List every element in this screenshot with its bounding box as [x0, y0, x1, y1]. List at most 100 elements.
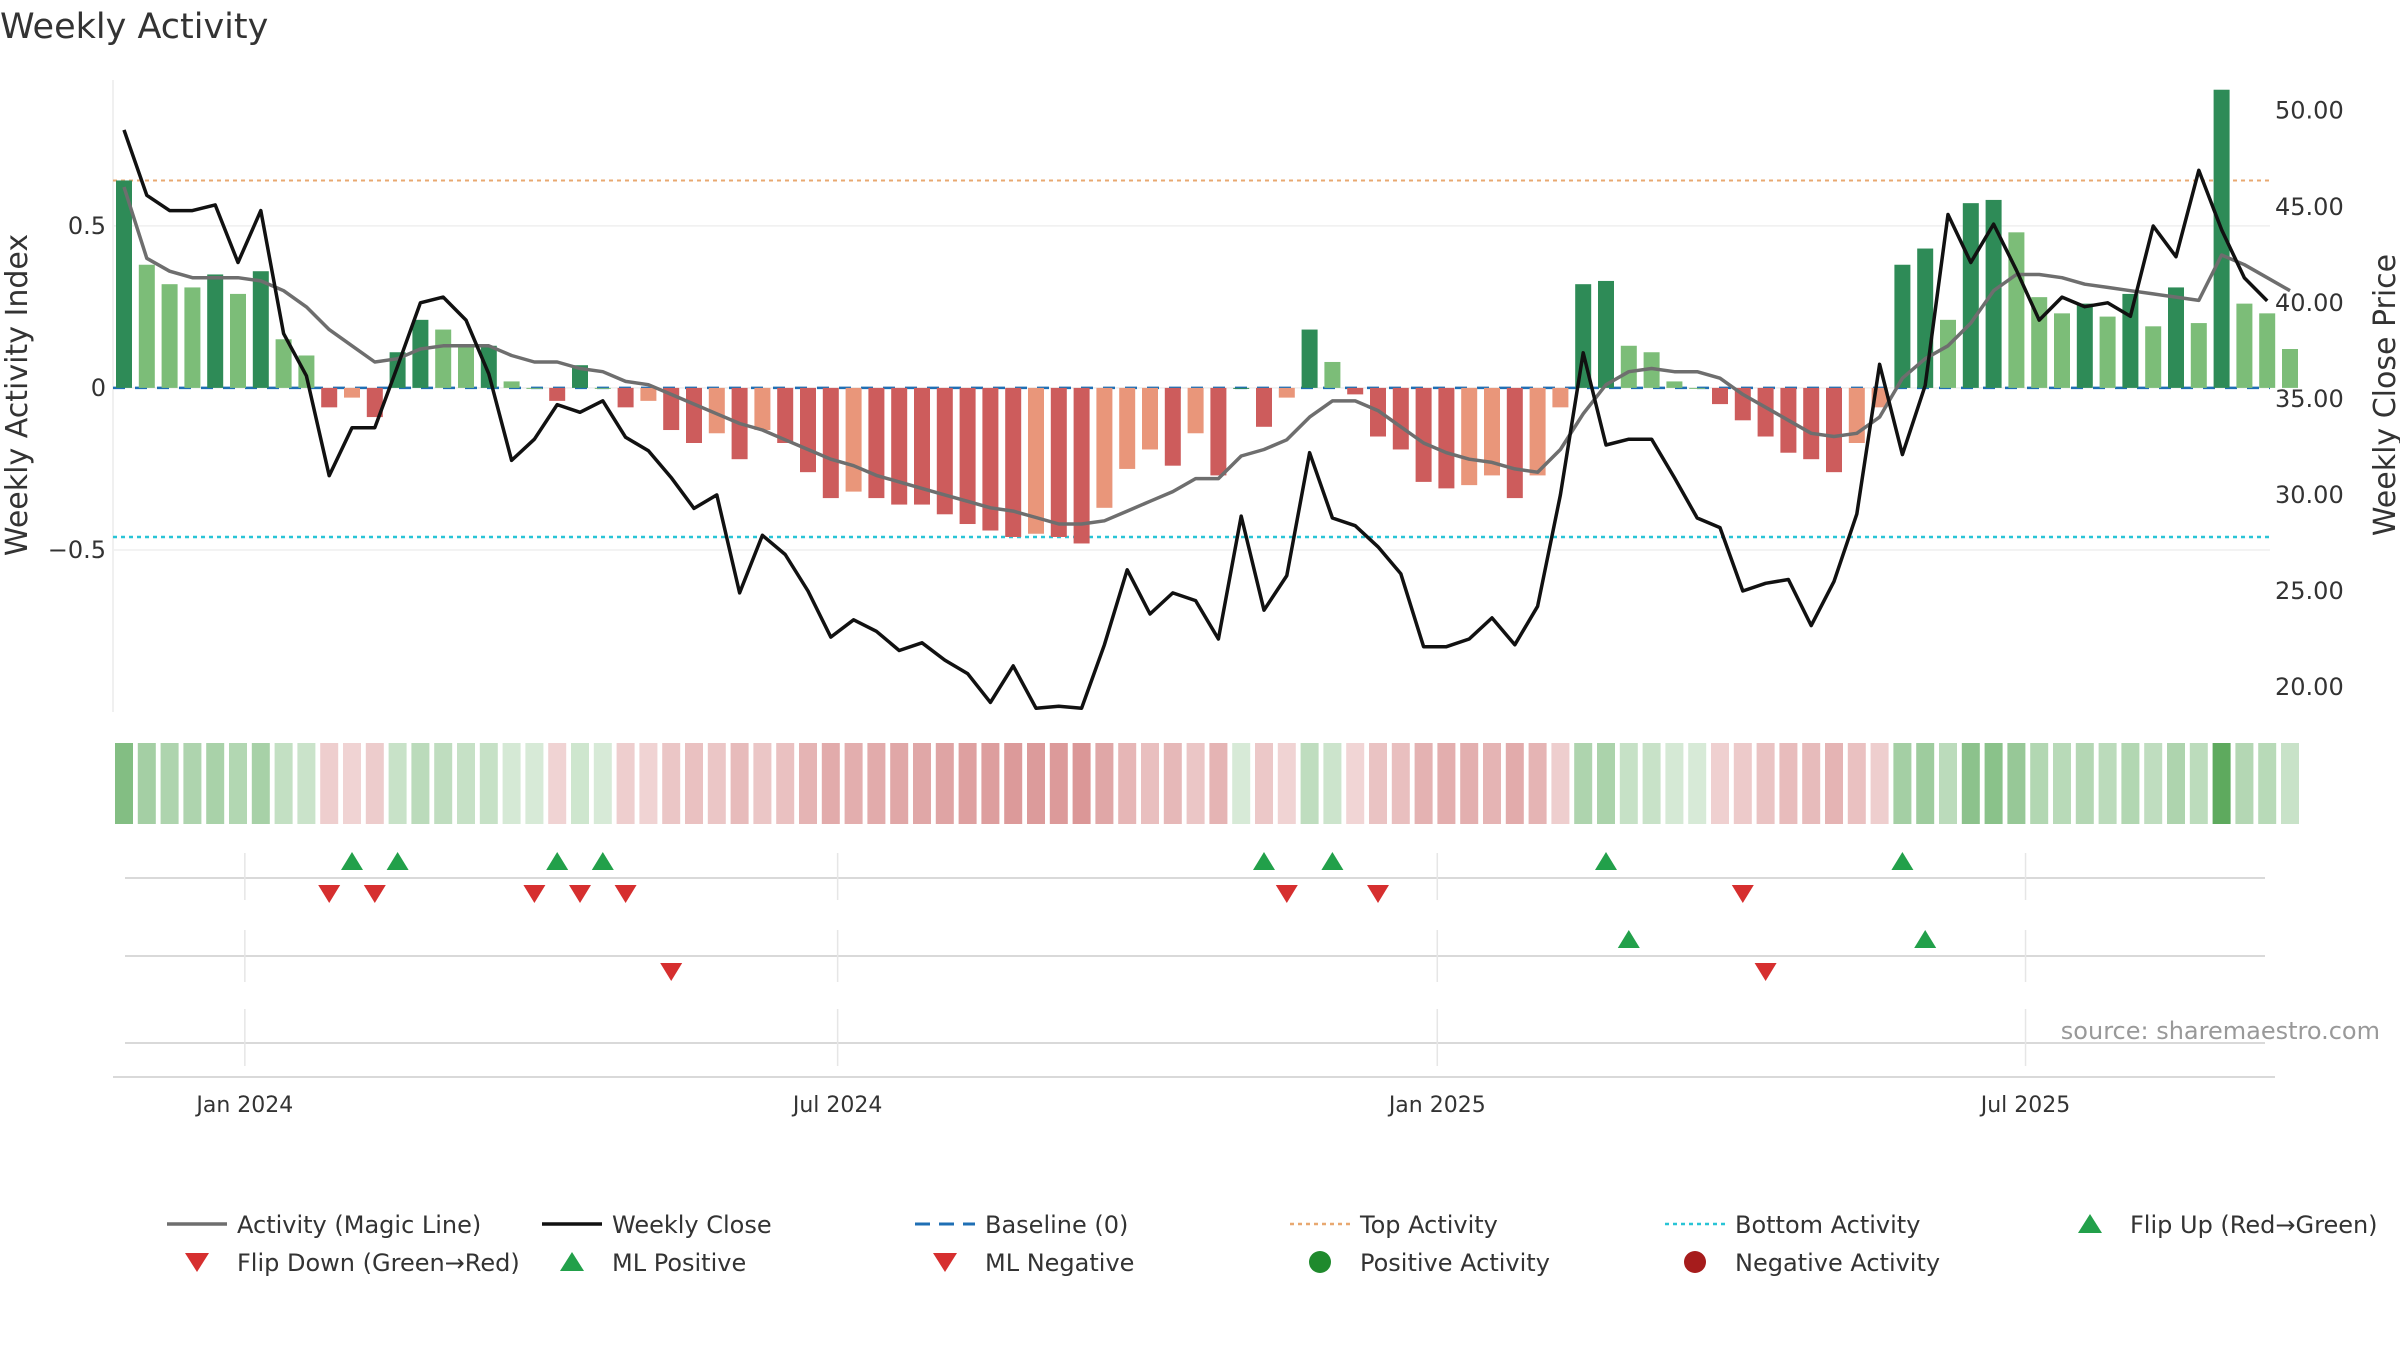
date-tick-label: Jan 2024 [194, 1093, 293, 1118]
left-tick-label: 0.5 [68, 212, 106, 240]
activity-bar [1552, 387, 1569, 408]
activity-bar [207, 274, 224, 388]
activity-bar [503, 381, 520, 388]
activity-bar [2282, 349, 2298, 388]
ml-negative-marker [1754, 963, 1777, 981]
heat-cell [1551, 743, 1570, 824]
flip-up-marker [1253, 852, 1275, 870]
legend-label: ML Positive [612, 1249, 746, 1277]
activity-bar [1940, 319, 1956, 388]
legend-item: Flip Down (Green→Red) [185, 1249, 520, 1277]
activity-bar [777, 387, 794, 443]
activity-bar [868, 387, 885, 499]
right-axis-label: Weekly Close Price [2368, 254, 2400, 536]
flip-down-marker [614, 885, 637, 903]
legend-label: Bottom Activity [1735, 1211, 1920, 1239]
activity-bar [1005, 387, 1022, 537]
heat-cell [365, 743, 384, 824]
legend: Activity (Magic Line) Weekly Close Baselin… [167, 1211, 2378, 1277]
heat-cell [1232, 743, 1251, 824]
activity-bar [572, 365, 588, 388]
heat-cell [2030, 743, 2049, 824]
activity-bar [2236, 303, 2253, 388]
activity-bar [1689, 387, 1706, 389]
activity-bar [1894, 264, 1911, 388]
activity-bar [617, 387, 634, 408]
activity-bar [686, 387, 702, 443]
legend-label: Positive Activity [1360, 1249, 1550, 1277]
activity-bar [1598, 280, 1614, 388]
heat-cell [799, 743, 817, 824]
flip-up-marker [546, 852, 569, 870]
heat-cell [1847, 743, 1866, 824]
activity-bar [435, 329, 452, 388]
legend-label: Activity (Magic Line) [237, 1211, 481, 1239]
flip-down-marker [1731, 885, 1754, 903]
activity-bar [275, 339, 292, 388]
activity-bar [1438, 387, 1455, 489]
activity-bar [845, 387, 862, 492]
heat-cell [1004, 743, 1023, 824]
source-credit: source: sharemaestro.com [2061, 1017, 2380, 1045]
heat-cell [1391, 743, 1410, 824]
heat-cell [1483, 743, 1501, 824]
legend-item: Positive Activity [1309, 1249, 1550, 1277]
activity-bar [1826, 387, 1842, 473]
heat-cell [2212, 743, 2231, 824]
right-tick-label: 25.00 [2275, 577, 2344, 605]
ml-positive-marker [1617, 930, 1640, 948]
heat-cell [1300, 743, 1319, 824]
activity-bar [366, 387, 383, 418]
date-axis-labels: Jan 2024 Jul 2024 Jan 2025 Jul 2025 [194, 1093, 2070, 1118]
activity-bar [1506, 387, 1523, 499]
left-axis-ticks: 0.5 0 −0.5 [48, 212, 106, 564]
heat-cell [1186, 743, 1205, 824]
heat-cell [297, 743, 316, 824]
flip-down-marker [1367, 885, 1389, 903]
legend-item: ML Positive [560, 1249, 746, 1277]
activity-bar [914, 387, 930, 505]
heat-cell [753, 743, 772, 824]
heat-cell [479, 743, 498, 824]
activity-bar [1256, 387, 1272, 427]
heat-cell [434, 743, 453, 824]
ml-negative-marker [660, 963, 683, 981]
activity-bar [1324, 361, 1341, 388]
activity-bar [1461, 387, 1478, 486]
heat-cell [1733, 743, 1752, 824]
activity-bar [344, 387, 360, 398]
legend-swatch [560, 1252, 584, 1271]
heat-cell [2167, 743, 2185, 824]
flip-up-marker [341, 852, 363, 870]
heat-cell [1984, 743, 2003, 824]
heat-cell [1961, 743, 1980, 824]
heat-cell [206, 743, 225, 824]
legend-label: ML Negative [985, 1249, 1134, 1277]
flip-down-marker [1275, 885, 1298, 903]
heat-cell [229, 743, 247, 824]
marker-panels [113, 877, 2275, 1078]
right-tick-label: 50.00 [2275, 97, 2344, 125]
heat-cell [1688, 743, 1707, 824]
activity-bar [298, 355, 315, 388]
heat-cell [183, 743, 202, 824]
heat-cell [2053, 743, 2071, 824]
legend-label: Baseline (0) [985, 1211, 1128, 1239]
heat-cell [730, 743, 749, 824]
activity-bar [2190, 323, 2207, 388]
heat-cell [1597, 743, 1615, 824]
legend-swatch [1684, 1251, 1706, 1273]
legend-label: Negative Activity [1735, 1249, 1940, 1277]
heat-cell [1916, 743, 1935, 824]
heat-cell [662, 743, 681, 824]
activity-heat-strip [115, 743, 2299, 824]
heat-cell [935, 743, 954, 824]
heat-cell [2098, 743, 2117, 824]
heat-cell [274, 743, 293, 824]
heat-cell [1369, 743, 1387, 824]
activity-bar [116, 180, 132, 388]
date-tick-label: Jul 2025 [1979, 1093, 2071, 1118]
heat-cell [1711, 743, 1729, 824]
heat-cell [411, 743, 430, 824]
